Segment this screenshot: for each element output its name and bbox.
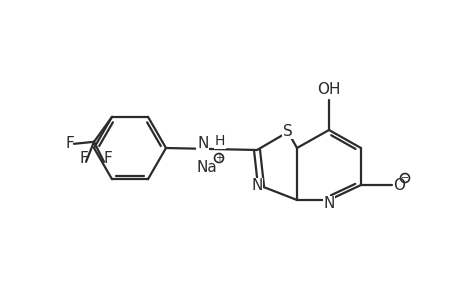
Text: N: N xyxy=(251,178,262,194)
Text: F: F xyxy=(79,151,88,166)
Text: F: F xyxy=(103,151,112,166)
Text: Na: Na xyxy=(196,160,217,175)
Text: N: N xyxy=(323,196,334,211)
Text: −: − xyxy=(400,173,408,183)
Text: N: N xyxy=(197,136,208,152)
Text: F: F xyxy=(66,136,74,151)
Text: +: + xyxy=(214,153,223,163)
Text: H: H xyxy=(214,134,224,148)
Text: OH: OH xyxy=(317,82,340,97)
Text: S: S xyxy=(282,124,292,139)
Text: O: O xyxy=(392,178,404,193)
